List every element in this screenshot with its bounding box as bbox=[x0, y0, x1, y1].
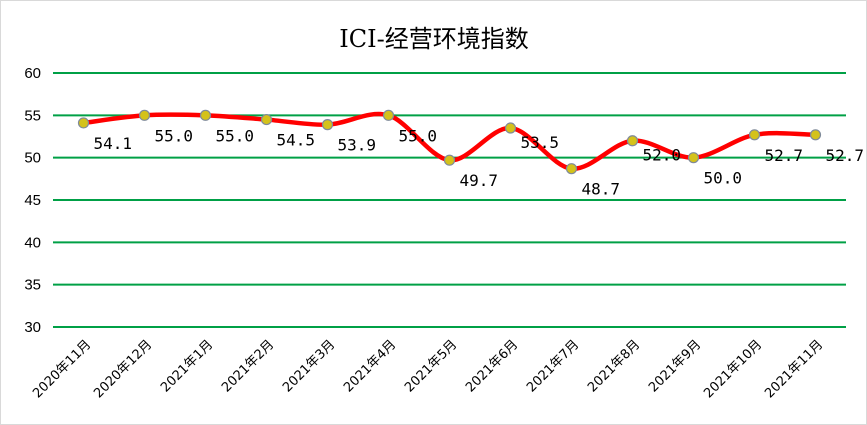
data-point bbox=[199, 109, 212, 121]
data-point bbox=[382, 109, 395, 121]
data-label: 55.0 bbox=[155, 126, 194, 145]
data-point bbox=[443, 154, 456, 166]
x-tick-label: 2021年11月 bbox=[762, 337, 826, 401]
data-label: 52.7 bbox=[765, 146, 804, 165]
data-point bbox=[138, 109, 151, 121]
y-tick-label: 50 bbox=[24, 150, 41, 167]
data-markers bbox=[77, 109, 822, 175]
y-tick-label: 40 bbox=[24, 234, 41, 251]
data-point bbox=[321, 119, 334, 131]
y-tick-label: 55 bbox=[24, 107, 41, 124]
x-tick-label: 2021年3月 bbox=[280, 337, 338, 395]
x-tick-label: 2021年8月 bbox=[585, 337, 643, 395]
x-tick-label: 2021年10月 bbox=[701, 337, 765, 401]
y-tick-label: 35 bbox=[24, 277, 41, 294]
data-label: 49.7 bbox=[460, 171, 499, 190]
data-point bbox=[260, 113, 273, 126]
data-label: 55.0 bbox=[399, 126, 438, 145]
x-tick-label: 2021年5月 bbox=[402, 337, 460, 395]
y-axis-ticks: 30 35 40 45 50 55 60 bbox=[24, 65, 41, 336]
y-tick-label: 45 bbox=[24, 192, 41, 209]
data-point bbox=[504, 122, 517, 134]
x-tick-label: 2021年9月 bbox=[646, 337, 704, 395]
data-label: 55.0 bbox=[216, 126, 255, 145]
gridlines bbox=[53, 72, 846, 328]
data-point bbox=[687, 152, 700, 164]
data-label: 52.7 bbox=[826, 146, 865, 165]
data-label: 53.5 bbox=[521, 133, 560, 152]
data-label: 48.7 bbox=[582, 180, 621, 199]
data-point bbox=[626, 135, 639, 147]
data-label: 53.9 bbox=[338, 136, 377, 155]
x-tick-label: 2021年2月 bbox=[219, 337, 277, 395]
data-point bbox=[809, 129, 822, 141]
x-tick-label: 2021年4月 bbox=[341, 337, 399, 395]
data-point bbox=[748, 129, 761, 141]
data-label: 54.5 bbox=[277, 131, 316, 150]
y-tick-label: 30 bbox=[24, 319, 41, 336]
x-tick-label: 2021年7月 bbox=[524, 337, 582, 395]
y-tick-label: 60 bbox=[24, 65, 41, 82]
x-tick-label: 2021年1月 bbox=[158, 337, 216, 395]
x-tick-label: 2021年6月 bbox=[463, 337, 521, 395]
data-point bbox=[77, 117, 90, 129]
data-label: 54.1 bbox=[94, 134, 133, 153]
x-tick-label: 2020年11月 bbox=[30, 337, 94, 401]
data-labels: 54.1 55.0 55.0 54.5 53.9 55.0 49.7 53.5 48.7 52.0… bbox=[94, 126, 865, 198]
data-point bbox=[565, 163, 578, 175]
data-label: 52.0 bbox=[643, 146, 682, 165]
chart-title: ICI-经营环境指数 bbox=[339, 25, 528, 53]
x-tick-label: 2020年12月 bbox=[91, 337, 155, 401]
data-label: 50.0 bbox=[704, 169, 743, 188]
